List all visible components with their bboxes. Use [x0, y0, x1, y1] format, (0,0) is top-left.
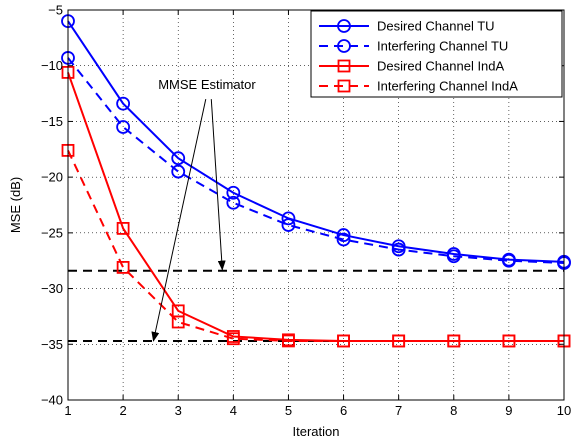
data-point — [446, 249, 461, 264]
reference-lines — [68, 269, 564, 342]
series-line — [67, 72, 564, 342]
x-tick-label: 2 — [119, 403, 126, 418]
x-tick-label: 7 — [395, 403, 402, 418]
legend-label: Desired Channel TU — [377, 19, 495, 34]
y-tick-label: −10 — [41, 58, 63, 73]
data-point — [501, 253, 516, 268]
data-point — [336, 228, 351, 242]
series-line — [67, 20, 565, 263]
y-tick-label: −35 — [41, 337, 63, 352]
x-tick-label: 6 — [340, 403, 347, 418]
series-line — [67, 149, 564, 342]
data-point — [281, 211, 296, 226]
series-4 — [61, 143, 571, 348]
legend-entry: Interfering Channel IndA — [319, 79, 518, 94]
data-point — [281, 218, 296, 232]
legend-label: Desired Channel IndA — [377, 59, 505, 74]
plot-frame — [67, 9, 565, 401]
legend-entry: Desired Channel TU — [319, 19, 495, 34]
annotation-arrow — [210, 99, 226, 271]
x-tick-label: 1 — [64, 403, 71, 418]
y-tick-label: −20 — [41, 170, 63, 185]
data-point — [337, 334, 350, 348]
data-point — [447, 334, 461, 348]
data-point — [171, 151, 186, 166]
data-point — [226, 332, 240, 346]
annotation-label: MMSE Estimator — [158, 77, 256, 92]
y-tick-label: −25 — [41, 225, 63, 240]
y-axis-label: MSE (dB) — [8, 177, 23, 233]
annotation: MMSE Estimator — [151, 77, 256, 342]
x-axis-label: Iteration — [293, 424, 340, 439]
data-point — [337, 19, 351, 33]
data-point — [171, 164, 186, 179]
data-point — [116, 96, 131, 111]
data-point — [502, 334, 516, 348]
legend: Desired Channel TU Interfering Channel TU… — [310, 10, 563, 98]
axis-ticks: 1 2 3 4 5 6 7 8 9 10 −5 −10 −15 −20 −25 −30 −35 −40 — [41, 3, 571, 419]
data-series — [61, 14, 571, 348]
series-2 — [61, 51, 571, 270]
data-point — [337, 79, 351, 93]
annotation-arrow — [151, 99, 207, 342]
legend-label: Interfering Channel IndA — [377, 79, 518, 94]
data-point — [171, 315, 185, 329]
y-tick-label: −30 — [41, 281, 63, 296]
series-line — [67, 57, 565, 264]
y-tick-label: −15 — [41, 114, 63, 129]
data-point — [226, 195, 241, 210]
data-point — [392, 334, 406, 348]
y-tick-label: −40 — [41, 393, 63, 408]
data-point — [116, 260, 130, 274]
data-point — [391, 242, 406, 257]
legend-entry: Desired Channel IndA — [319, 59, 505, 74]
legend-label: Interfering Channel TU — [377, 39, 508, 54]
data-point — [282, 334, 295, 348]
y-tick-label: −5 — [48, 3, 63, 18]
x-tick-label: 8 — [450, 403, 457, 418]
x-tick-label: 4 — [230, 403, 237, 418]
legend-entry: Interfering Channel TU — [319, 39, 508, 54]
x-tick-label: 9 — [505, 403, 512, 418]
x-tick-label: 5 — [285, 403, 292, 418]
series-3 — [61, 66, 571, 348]
data-point — [337, 59, 351, 73]
data-point — [337, 39, 351, 53]
data-point — [226, 185, 241, 200]
x-tick-label: 10 — [557, 403, 571, 418]
data-point — [116, 221, 130, 235]
x-tick-label: 3 — [175, 403, 182, 418]
data-point — [116, 120, 131, 134]
data-point — [336, 232, 351, 247]
